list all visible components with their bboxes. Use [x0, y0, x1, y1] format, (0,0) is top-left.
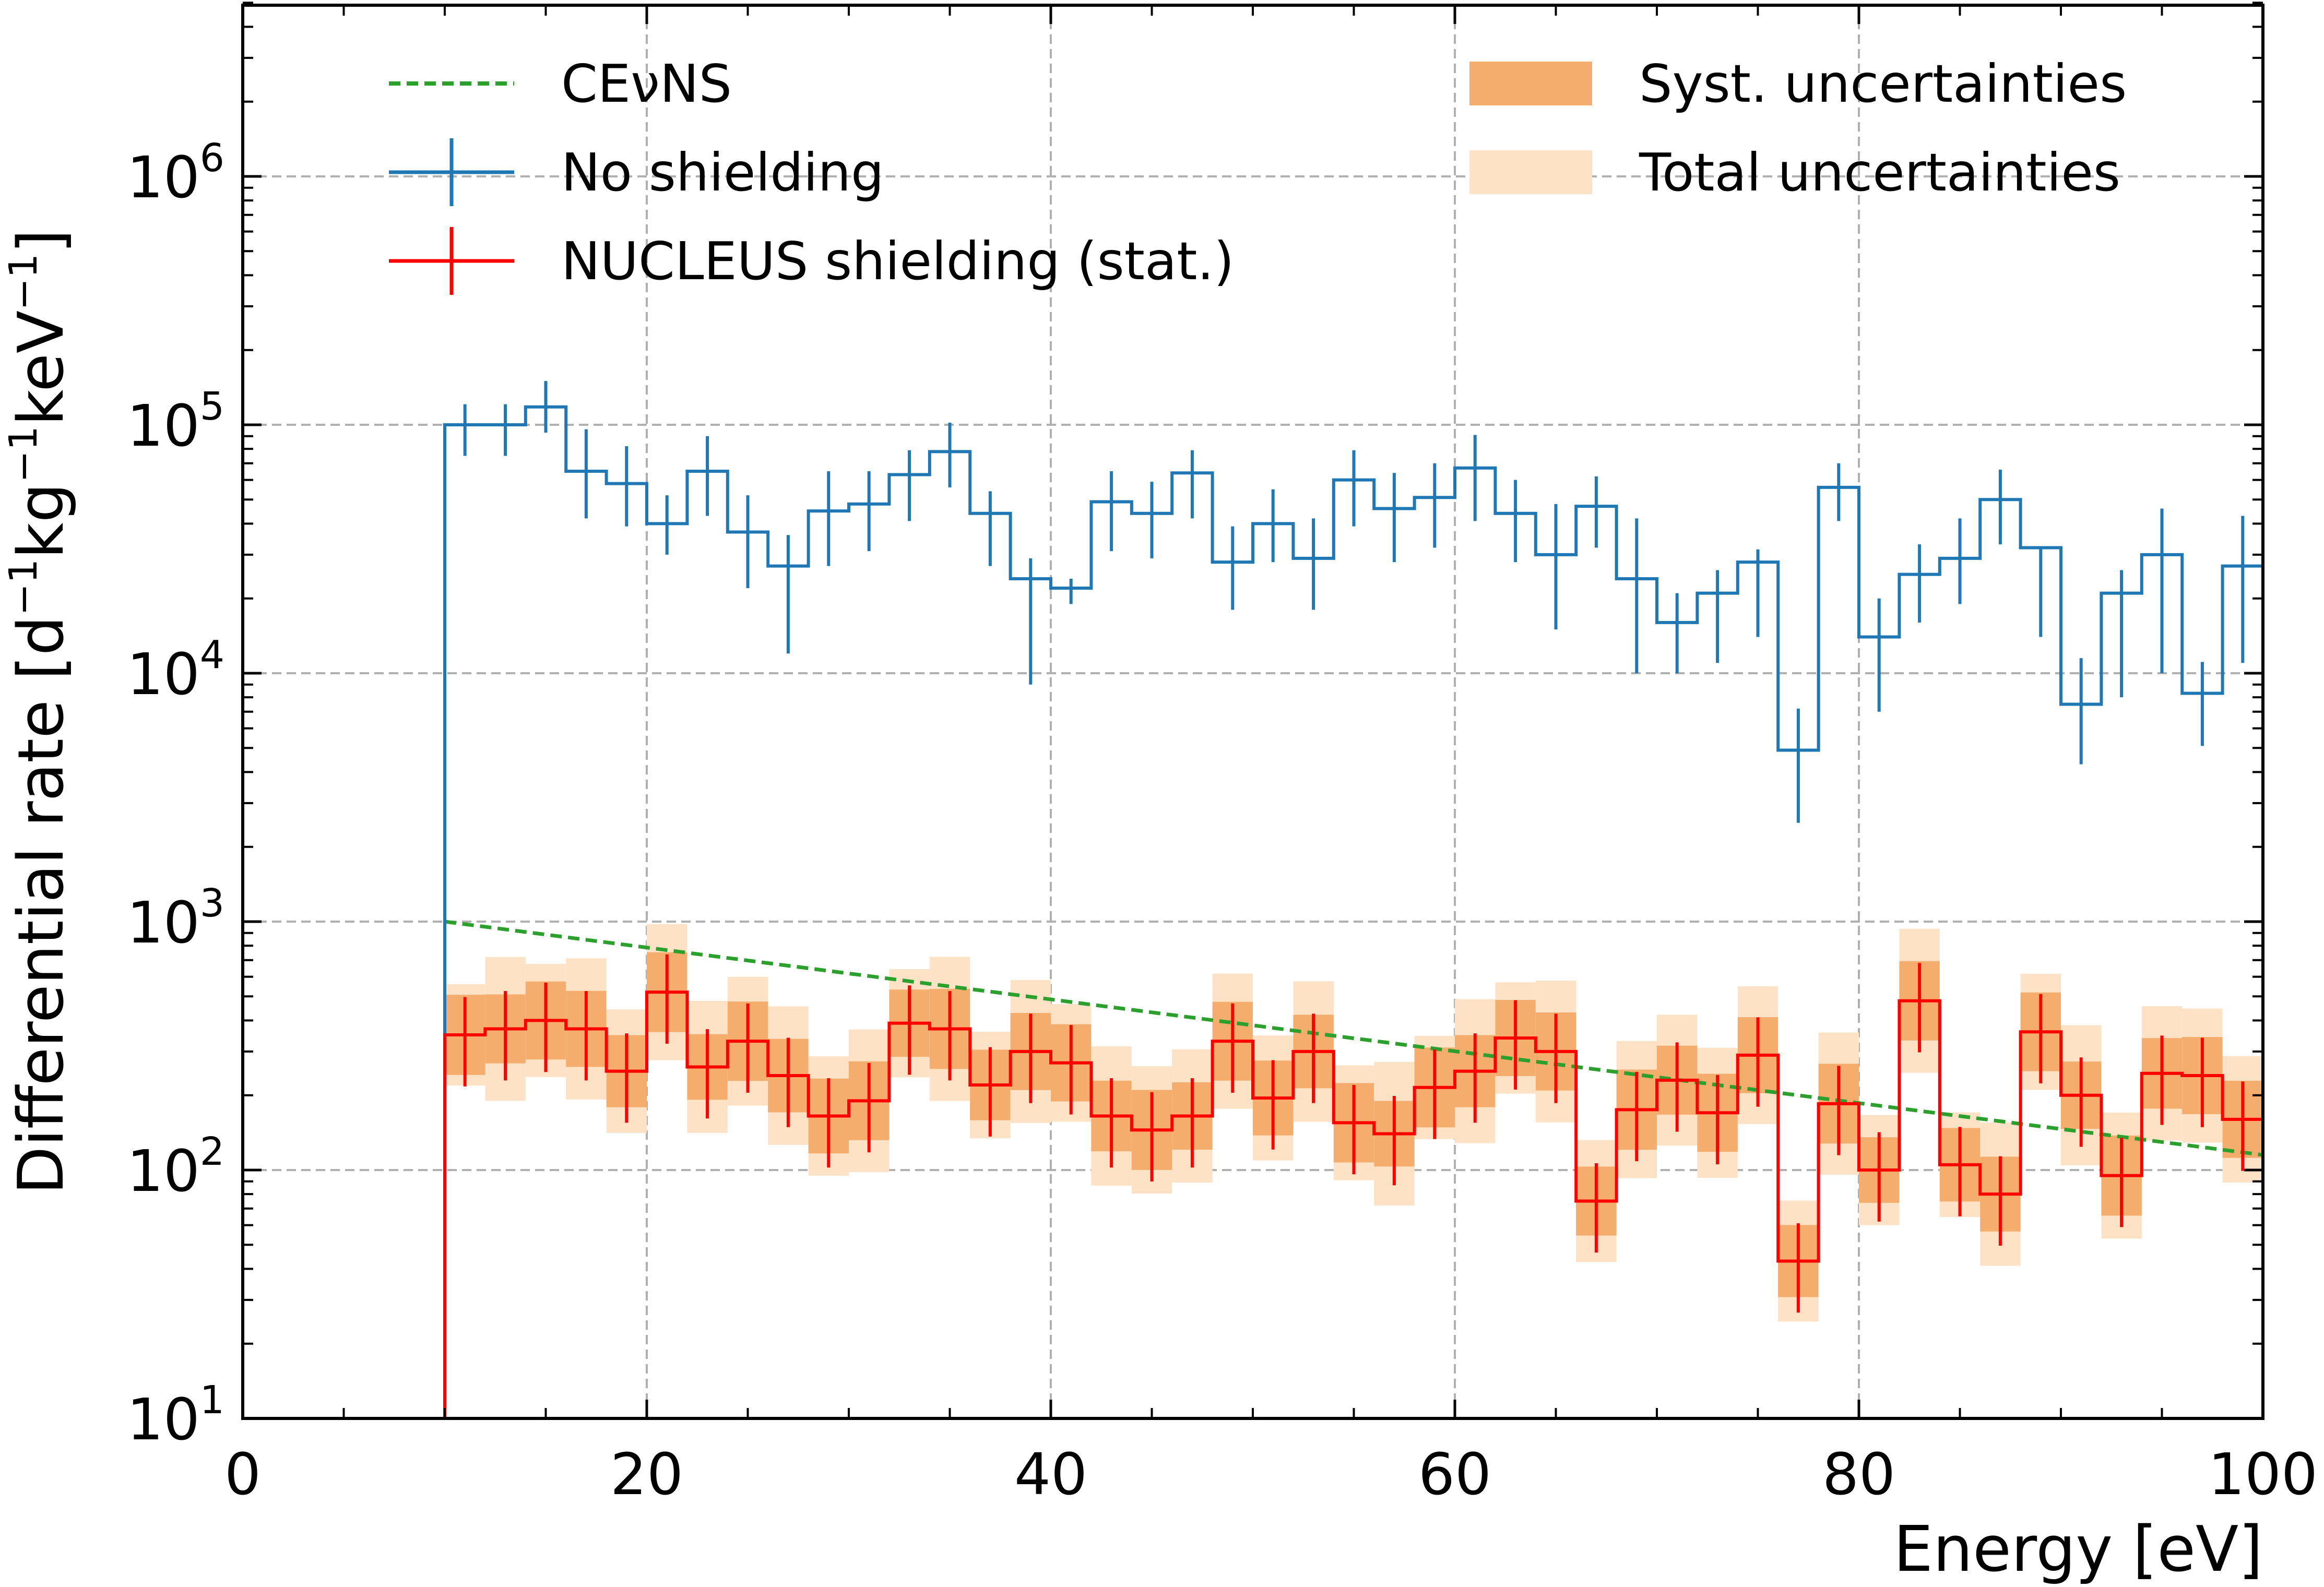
x-axis-label: Energy [eV] [1893, 1513, 2263, 1586]
x-tick-label: 0 [224, 1441, 261, 1508]
legend-syst-label: Syst. uncertainties [1639, 53, 2127, 114]
y-tick-label: 103 [127, 881, 224, 956]
series-no-shielding [443, 381, 2263, 1418]
no-shielding-step-line [443, 405, 2263, 1418]
legend-total-label: Total uncertainties [1639, 142, 2120, 203]
nucleus-step-line [443, 991, 2263, 1418]
series-nucleus-shielding [443, 954, 2263, 1418]
legend-cevns-label: CEνNS [561, 53, 732, 114]
axis-ticks: 0 20 40 60 80 100 101 102 103 104 105 106 [127, 2, 2318, 1508]
legend-total-swatch [1469, 150, 1592, 194]
legend: CEνNS No shielding NUCLEUS shielding (st… [389, 53, 2127, 295]
y-tick-label: 102 [127, 1129, 224, 1204]
y-tick-label: 105 [127, 384, 224, 459]
y-tick-label: 101 [127, 1378, 224, 1453]
x-tick-label: 60 [1418, 1441, 1491, 1508]
grid [243, 5, 2263, 1418]
y-axis-label: Differential rate [d−1kg−1keV−1] [1, 229, 78, 1195]
legend-syst-swatch [1469, 62, 1592, 105]
legend-nucleus-label: NUCLEUS shielding (stat.) [561, 231, 1234, 292]
legend-no-shielding-label: No shielding [561, 142, 884, 203]
x-tick-label: 100 [2208, 1441, 2318, 1508]
y-tick-label: 104 [127, 633, 224, 708]
y-tick-label: 106 [127, 136, 224, 211]
cevns-curve [444, 920, 2263, 1157]
series-cevns [444, 920, 2263, 1157]
x-tick-label: 80 [1822, 1441, 1895, 1508]
x-tick-label: 20 [610, 1441, 683, 1508]
x-tick-label: 40 [1014, 1441, 1087, 1508]
